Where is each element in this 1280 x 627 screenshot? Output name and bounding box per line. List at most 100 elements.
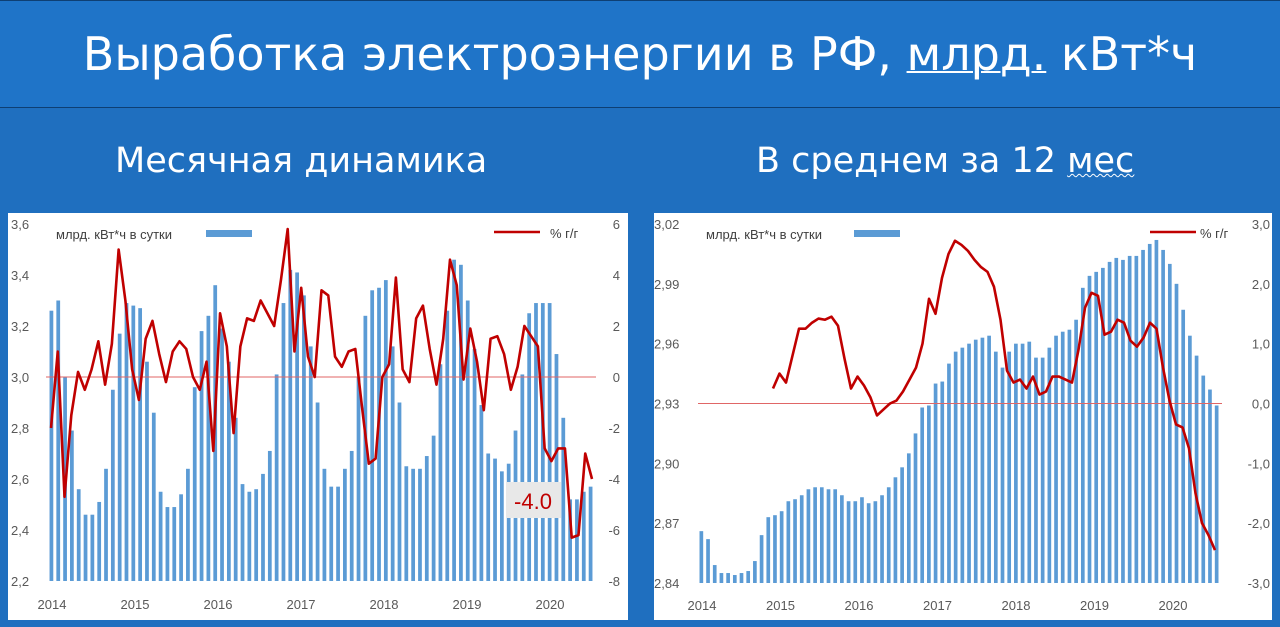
bar <box>893 477 898 583</box>
bar <box>1114 257 1119 583</box>
bar <box>76 489 81 581</box>
bar <box>411 468 416 581</box>
legend-line-label: % г/г <box>1200 226 1229 241</box>
bar <box>819 487 824 583</box>
bar <box>110 389 115 581</box>
bar <box>336 486 340 581</box>
average-chart: 2,84 2,87 2,90 2,93 2,96 2,99 3,02 -3,0 -2,0 -1,0… <box>654 217 1270 613</box>
annotation-box <box>506 482 561 518</box>
bar <box>1101 267 1105 583</box>
x-tick-label: 2014 <box>38 597 67 612</box>
bar <box>499 471 504 581</box>
y-left-tick-label: 2,2 <box>11 574 29 589</box>
bar <box>773 515 777 583</box>
y-right-tick-label: 4 <box>613 268 620 283</box>
subtitle-12m-part-1: В среднем за 12 <box>756 141 1068 181</box>
bar <box>833 489 838 583</box>
bar <box>846 501 851 583</box>
title-part-1: Выработка электроэнергии в РФ, <box>82 27 907 81</box>
bar <box>873 501 878 583</box>
bar <box>900 467 904 583</box>
bar <box>581 491 586 581</box>
bar <box>813 487 817 583</box>
bar <box>124 303 129 581</box>
bar <box>786 501 791 583</box>
legend-bars-label: млрд. кВт*ч в сутки <box>706 227 822 242</box>
y-left-tick-label: 2,6 <box>11 472 29 487</box>
bar <box>1161 249 1165 583</box>
bar <box>987 335 991 583</box>
y-left-tick-label: 2,90 <box>654 456 679 471</box>
bar <box>753 561 757 583</box>
bar <box>1060 331 1065 583</box>
bar <box>1214 405 1219 583</box>
bar <box>1087 275 1092 583</box>
title-underlined: млрд. <box>906 27 1047 81</box>
bar <box>913 433 918 583</box>
bar <box>281 303 286 581</box>
bar <box>860 497 864 583</box>
bar <box>370 290 375 581</box>
bar <box>56 300 61 581</box>
bar <box>131 305 136 581</box>
bar <box>1201 375 1206 583</box>
bar <box>158 491 163 581</box>
bar <box>1127 255 1132 583</box>
y-left-tick-label: 3,0 <box>11 370 29 385</box>
bar <box>288 269 293 581</box>
x-tick-label: 2015 <box>121 597 150 612</box>
y-right-tick-label: 0,0 <box>1252 397 1270 412</box>
bar <box>90 514 95 581</box>
bar <box>980 337 985 583</box>
bar <box>97 501 102 581</box>
bar <box>927 405 931 583</box>
bar <box>390 346 395 581</box>
bar <box>1147 243 1152 583</box>
y-right-tick-label: 2 <box>613 319 620 334</box>
bar <box>83 514 88 581</box>
page-title: Выработка электроэнергии в РФ, млрд. кВт… <box>0 26 1280 82</box>
bar <box>706 539 710 583</box>
bar <box>547 303 552 581</box>
bar <box>568 499 572 581</box>
bar <box>295 272 299 581</box>
bar <box>397 402 402 581</box>
bar <box>719 573 724 583</box>
bar <box>199 331 204 581</box>
bar <box>506 463 511 581</box>
bar <box>561 417 566 581</box>
bar <box>1141 249 1145 583</box>
bar <box>186 468 190 581</box>
bar <box>220 328 224 581</box>
bar <box>973 339 978 583</box>
bar <box>1194 355 1199 583</box>
bar <box>1181 309 1186 583</box>
bar <box>806 489 811 583</box>
x-tick-label: 2015 <box>766 598 795 613</box>
bar <box>172 507 177 581</box>
y-left-tick-label: 2,96 <box>654 337 679 352</box>
bar <box>1167 263 1172 583</box>
bar <box>145 361 149 581</box>
bar <box>799 495 804 583</box>
bar <box>527 313 532 581</box>
bar <box>261 473 265 581</box>
bar <box>322 468 327 581</box>
bar <box>424 456 429 581</box>
bar <box>940 381 945 583</box>
subtitle-monthly: Месячная динамика <box>115 141 488 181</box>
bar <box>575 499 579 581</box>
bar <box>233 417 238 581</box>
bar <box>247 491 252 581</box>
bar <box>953 351 958 583</box>
bar <box>329 486 334 581</box>
bar <box>779 511 784 583</box>
legend-bars-swatch <box>206 230 252 237</box>
bar <box>315 402 320 581</box>
bar <box>826 489 831 583</box>
legend-bars-swatch <box>854 230 900 237</box>
x-tick-label: 2020 <box>1159 598 1188 613</box>
legend-line-label: % г/г <box>550 226 579 241</box>
bar <box>880 495 884 583</box>
bar <box>479 405 484 581</box>
